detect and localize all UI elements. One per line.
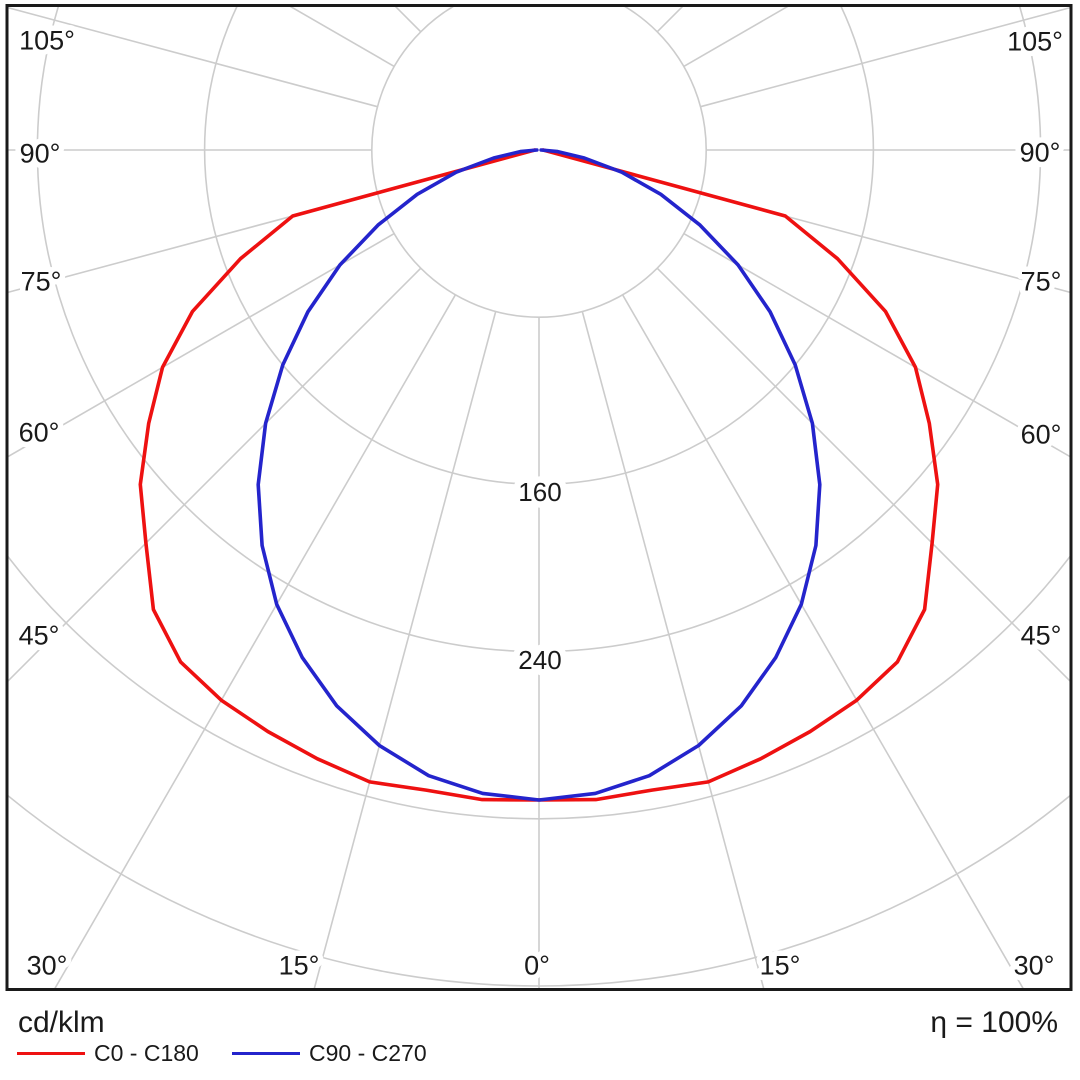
radial-unit-label: cd/klm bbox=[18, 1006, 105, 1039]
legend-item-c0-c180: C0 - C180 bbox=[17, 1040, 199, 1066]
legend-item-c90-c270: C90 - C270 bbox=[232, 1040, 427, 1066]
ring-value-label: 160 bbox=[518, 477, 561, 507]
grid-spoke-330 bbox=[54, 294, 457, 988]
grid-ring-320 bbox=[8, 554, 1071, 820]
angle-label: 15° bbox=[760, 951, 801, 981]
legend-label-c90-c270: C90 - C270 bbox=[309, 1039, 427, 1066]
angle-label: 15° bbox=[279, 951, 320, 981]
legend-line-c0-c180 bbox=[17, 1051, 85, 1055]
grid-spoke-15 bbox=[581, 311, 765, 988]
angle-label: 60° bbox=[19, 418, 60, 448]
chart-frame bbox=[5, 4, 1073, 991]
efficiency-label: η = 100% bbox=[930, 1006, 1058, 1039]
angle-label: 90° bbox=[20, 139, 61, 169]
intensity-curves bbox=[138, 148, 940, 802]
grid-spoke-105 bbox=[700, 7, 1071, 108]
angle-label: 45° bbox=[1021, 621, 1062, 651]
legend-label-c0-c180: C0 - C180 bbox=[94, 1039, 199, 1066]
grid-spoke-345 bbox=[313, 311, 497, 988]
ring-value-label: 240 bbox=[518, 645, 561, 675]
grid-spoke-30 bbox=[621, 294, 1024, 988]
angle-label: 105° bbox=[19, 26, 75, 56]
angle-label: 105° bbox=[1007, 27, 1063, 57]
grid-ring-80 bbox=[371, 7, 707, 318]
angle-label: 75° bbox=[1021, 267, 1062, 297]
angle-label: 30° bbox=[1014, 951, 1055, 981]
grid-spoke-255 bbox=[8, 7, 378, 108]
grid-spoke-285 bbox=[8, 192, 378, 293]
angle-label: 45° bbox=[19, 621, 60, 651]
angle-label: 30° bbox=[27, 951, 68, 981]
legend-line-c90-c270 bbox=[232, 1051, 300, 1055]
grid-spoke-60 bbox=[683, 232, 1071, 458]
grid-spoke-75 bbox=[700, 192, 1071, 294]
angle-label: 60° bbox=[1021, 420, 1062, 450]
angle-label: 90° bbox=[1020, 138, 1061, 168]
curve-c90-c270 bbox=[256, 148, 822, 802]
grid-spoke-300 bbox=[8, 232, 395, 458]
angle-label: 75° bbox=[21, 267, 62, 297]
angle-label: 0° bbox=[524, 951, 550, 981]
axis-labels: 105° 90° 75° 60° 45° 105° 90° 75° 60° 45° 30° 15° 0°… bbox=[13, 20, 1068, 986]
